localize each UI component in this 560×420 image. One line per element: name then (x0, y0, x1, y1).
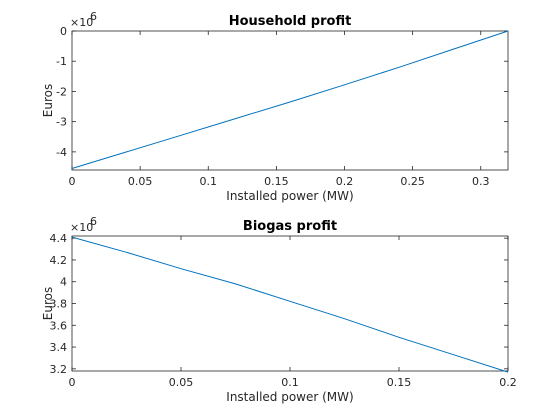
x-tick-label: 0.05 (169, 376, 194, 389)
y-tick-label: 4.4 (50, 232, 68, 245)
series-line-1 (71, 30, 509, 169)
x-tick-label: 0.2 (336, 175, 354, 188)
x-tick-label: 0.1 (200, 175, 218, 188)
x-tick-label: 0.3 (472, 175, 490, 188)
plot-area-1 (71, 30, 509, 171)
x-tick-label: 0.05 (128, 175, 153, 188)
y-tick-label: 3.8 (50, 298, 68, 311)
x-tick-label: 0 (69, 376, 76, 389)
y-exponent-power-1: 6 (90, 10, 97, 23)
chart-title-2: Biogas profit (243, 219, 337, 234)
y-tick-label: 4 (60, 276, 67, 289)
y-tick-label: 3.6 (50, 319, 68, 332)
x-tick-label: 0.15 (387, 376, 412, 389)
y-tick-label: -4 (56, 146, 67, 159)
x-tick-label: 0.15 (264, 175, 289, 188)
x-axis-label-1: Installed power (MW) (226, 189, 353, 203)
y-tick-label: 4.2 (50, 254, 68, 267)
y-tick-label: -3 (56, 116, 67, 129)
y-tick-label: -2 (56, 85, 67, 98)
x-axis-label-2: Installed power (MW) (226, 390, 353, 404)
y-axis-label-2: Euros (41, 287, 55, 320)
y-tick-label: 3.4 (50, 341, 68, 354)
series-line-2 (71, 236, 509, 373)
x-tick-label: 0.1 (281, 376, 299, 389)
y-exponent-power-2: 6 (90, 215, 97, 228)
y-exponent-base-1: ×10 (70, 16, 93, 29)
y-tick-label: -1 (56, 55, 67, 68)
y-exponent-base-2: ×10 (70, 221, 93, 234)
x-tick-label: 0.2 (499, 376, 517, 389)
y-axis-label-1: Euros (41, 84, 55, 117)
x-tick-label: 0.25 (400, 175, 425, 188)
y-tick-label: 0 (60, 25, 67, 38)
y-tick-label: 3.2 (50, 363, 68, 376)
x-tick-label: 0 (69, 175, 76, 188)
chart-title-1: Household profit (229, 14, 352, 29)
